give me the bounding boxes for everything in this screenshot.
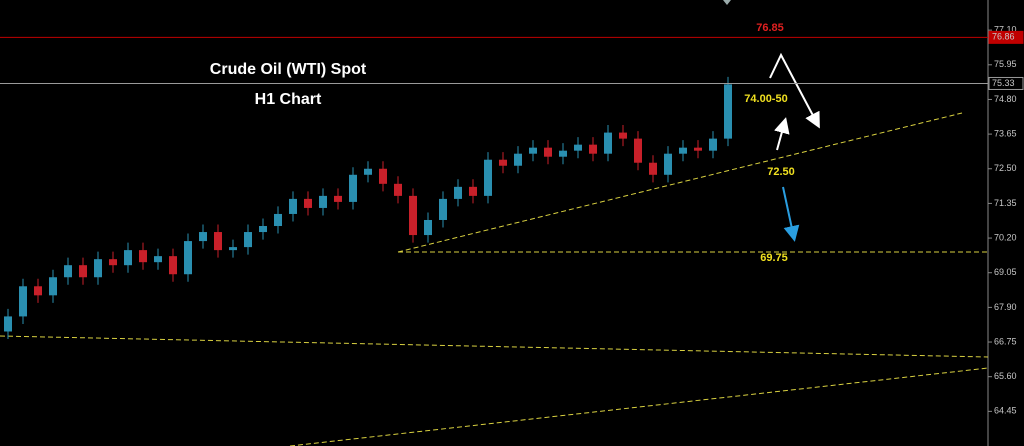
candle-body [304, 198, 312, 208]
channel-line [289, 367, 989, 446]
level-box [988, 30, 1024, 44]
candle-body [139, 250, 147, 263]
y-tick-label: 77.10 [994, 25, 1017, 35]
annotation: 76.85 [756, 22, 784, 34]
plot [4, 76, 732, 340]
candle-body [619, 132, 627, 139]
shift-marker [723, 0, 731, 5]
annotation: 74.00-50 [744, 93, 787, 105]
y-tick-label: 69.05 [994, 267, 1017, 277]
y-tick-label: 72.50 [994, 163, 1017, 173]
candle-body [514, 153, 522, 166]
candle-body [94, 259, 102, 278]
y-tick-label: 73.65 [994, 128, 1017, 138]
candle-body [289, 198, 297, 214]
candle-body [34, 286, 42, 296]
candle-body [394, 183, 402, 196]
candle-body [334, 195, 342, 202]
candle-body [124, 250, 132, 266]
candle-body [694, 147, 702, 151]
candle-body [484, 159, 492, 196]
y-tick-label: 74.80 [994, 94, 1017, 104]
y-tick-label: 64.45 [994, 406, 1017, 416]
chart-title: Crude Oil (WTI) Spot [210, 61, 367, 78]
y-tick-label: 70.20 [994, 232, 1017, 242]
candle-body [529, 147, 537, 154]
arrow [769, 52, 820, 129]
candle-body [4, 316, 12, 332]
candle-body [229, 247, 237, 251]
arrow [782, 186, 800, 242]
candle-body [544, 147, 552, 157]
candle-body [79, 265, 87, 278]
y-tick-label: 75.95 [994, 59, 1017, 69]
trendline [397, 112, 963, 253]
y-tick-label: 71.35 [994, 198, 1017, 208]
candle-body [634, 138, 642, 163]
candle-body [319, 195, 327, 208]
candle-body [559, 150, 567, 157]
candle-body [409, 195, 417, 236]
candle-body [49, 277, 57, 296]
candle-body [424, 219, 432, 236]
candle-body [199, 232, 207, 242]
candle-body [349, 174, 357, 202]
candle-body [109, 259, 117, 266]
candle-body [724, 84, 732, 139]
candle-body [574, 144, 582, 151]
candle-body [274, 213, 282, 227]
candle-body [439, 198, 447, 220]
candle-body [379, 168, 387, 184]
level-label: 75.33 [992, 78, 1015, 88]
annotation: 69.75 [760, 252, 788, 264]
annotation: 72.50 [767, 166, 795, 178]
candle-body [169, 256, 177, 275]
level-label: 76.86 [992, 32, 1015, 42]
candle-body [364, 168, 372, 175]
y-tick-label: 65.60 [994, 371, 1017, 381]
level-box [988, 76, 1024, 90]
candle-body [64, 265, 72, 278]
candle-body [19, 286, 27, 317]
chart-subtitle: H1 Chart [255, 91, 322, 108]
candle-body [604, 132, 612, 154]
candle-body [214, 232, 222, 251]
y-tick-label: 67.90 [994, 302, 1017, 312]
y-tick-label: 66.75 [994, 336, 1017, 346]
arrow [774, 117, 790, 151]
candle-body [649, 162, 657, 175]
candle-body [259, 226, 267, 233]
candle-body [154, 256, 162, 263]
candle-body [244, 232, 252, 248]
candle-body [499, 159, 507, 166]
channel-line [0, 335, 989, 358]
candle-body [709, 138, 717, 151]
candle-body [589, 144, 597, 154]
candle-body [184, 241, 192, 275]
candle-body [454, 186, 462, 199]
candle-body [664, 153, 672, 175]
candle-body [679, 147, 687, 154]
candle-body [469, 186, 477, 196]
